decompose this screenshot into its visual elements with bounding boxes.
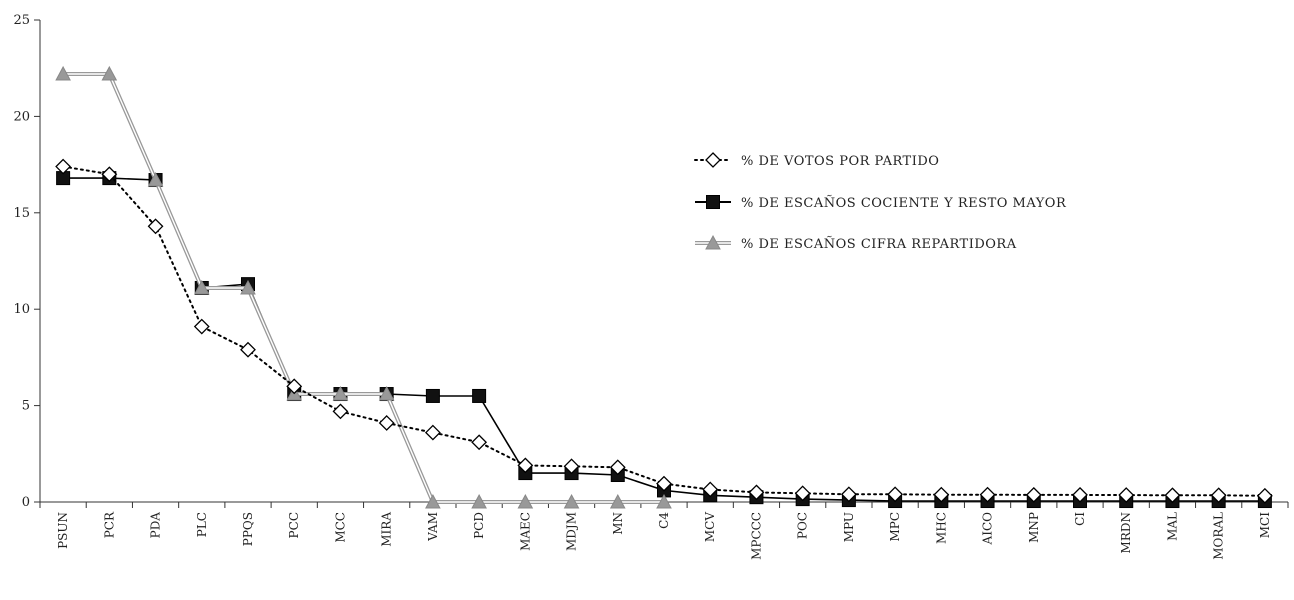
- data-point-triangle: [656, 493, 672, 509]
- data-point-diamond: [1164, 487, 1181, 504]
- x-tick-label: MDJM: [565, 512, 579, 551]
- x-tick-label: MCV: [703, 512, 717, 542]
- data-point-diamond: [101, 166, 118, 183]
- data-point-diamond: [471, 434, 488, 451]
- data-point-diamond: [193, 318, 210, 335]
- x-tick-label: PLC: [195, 512, 209, 537]
- series-line-diamond: [62, 165, 1266, 497]
- legend-label: % DE ESCAÑOS CIFRA REPARTIDORA: [741, 236, 1017, 252]
- x-tick-label: C4: [657, 512, 671, 529]
- x-tick-label: MAEC: [518, 512, 532, 551]
- y-tick-label: 10: [13, 302, 30, 317]
- series-triangle: [55, 65, 672, 509]
- data-point-diamond: [424, 424, 441, 441]
- x-tick-label: VAM: [426, 512, 440, 542]
- series-square: [56, 171, 1272, 509]
- data-point-diamond: [609, 459, 626, 476]
- data-point-diamond: [933, 486, 950, 503]
- data-point-triangle: [101, 65, 118, 81]
- x-tick-label: MHC: [934, 512, 948, 544]
- series-diamond: [55, 158, 1273, 504]
- data-point-triangle: [240, 279, 256, 295]
- data-point-diamond: [979, 486, 996, 503]
- data-point-triangle: [563, 493, 580, 509]
- data-point-diamond: [656, 475, 672, 492]
- legend-label: % DE ESCAÑOS COCIENTE Y RESTO MAYOR: [741, 195, 1067, 211]
- data-point-square: [425, 388, 440, 403]
- data-point-diamond: [563, 458, 580, 475]
- x-tick-label: PCC: [287, 512, 301, 538]
- data-point-diamond: [240, 341, 256, 358]
- x-tick-label: PSUN: [56, 512, 70, 549]
- x-tick-label: MPC: [888, 512, 902, 542]
- x-tick-label: MAL: [1165, 512, 1179, 541]
- legend-label: % DE VOTOS POR PARTIDO: [741, 154, 939, 169]
- chart-series: [55, 65, 1273, 509]
- x-tick-label: MPU: [842, 512, 856, 542]
- y-tick-label: 0: [22, 495, 30, 510]
- data-point-triangle: [193, 279, 210, 295]
- data-point-diamond: [286, 378, 303, 395]
- x-tick-label: MORAL: [1212, 512, 1226, 560]
- x-tick-label: PCR: [102, 511, 116, 538]
- series-line-triangle-inner: [63, 73, 664, 503]
- data-point-square: [472, 388, 487, 403]
- legend-marker: [705, 152, 721, 168]
- x-tick-label: PCD: [472, 512, 486, 539]
- data-point-triangle: [147, 171, 164, 187]
- x-tick-label: MN: [611, 512, 625, 535]
- data-point-diamond: [1118, 487, 1135, 503]
- x-tick-label: MIRA: [380, 512, 394, 547]
- y-tick-label: 5: [22, 399, 30, 414]
- legend-item-square: % DE ESCAÑOS COCIENTE Y RESTO MAYOR: [695, 195, 1067, 211]
- x-tick-label: MNP: [1027, 512, 1041, 543]
- x-tick-label: PDA: [149, 512, 163, 539]
- data-point-diamond: [702, 481, 719, 498]
- data-point-diamond: [332, 403, 349, 420]
- x-tick-label: MCI: [1258, 512, 1272, 538]
- data-point-triangle: [517, 493, 534, 509]
- y-tick-label: 15: [13, 206, 30, 221]
- y-tick-label: 20: [13, 109, 30, 124]
- x-tick-label: MPCCC: [749, 512, 763, 560]
- legend-item-diamond: % DE VOTOS POR PARTIDO: [694, 152, 939, 169]
- data-point-diamond: [794, 485, 811, 502]
- x-tick-label: AICO: [981, 512, 995, 546]
- chart-legend: % DE VOTOS POR PARTIDO % DE ESCAÑOS COCIE…: [694, 152, 1067, 252]
- data-point-diamond: [1072, 486, 1088, 503]
- legend-item-triangle: % DE ESCAÑOS CIFRA REPARTIDORA: [695, 234, 1017, 252]
- data-point-diamond: [840, 486, 857, 503]
- data-point-triangle: [378, 385, 395, 401]
- x-tick-label: POC: [796, 512, 810, 539]
- y-tick-label: 25: [13, 13, 30, 28]
- series-line-triangle: [63, 72, 664, 504]
- data-point-diamond: [1210, 487, 1227, 504]
- data-point-diamond: [887, 486, 904, 503]
- data-point-diamond: [1256, 487, 1273, 504]
- x-tick-label: MRDN: [1119, 512, 1133, 553]
- data-point-triangle: [471, 493, 487, 509]
- x-tick-label: MCC: [333, 512, 347, 543]
- x-tick-label: PPQS: [241, 512, 255, 546]
- x-tick-label: CI: [1073, 512, 1087, 526]
- series-line-square: [63, 177, 1265, 502]
- data-point-diamond: [517, 457, 534, 474]
- data-point-triangle: [609, 493, 626, 509]
- legend-marker: [705, 234, 721, 250]
- data-point-triangle: [55, 65, 71, 81]
- data-point-diamond: [147, 218, 164, 235]
- data-point-diamond: [55, 158, 72, 175]
- data-point-diamond: [748, 484, 765, 501]
- data-point-diamond: [378, 415, 395, 431]
- data-point-triangle: [332, 385, 349, 401]
- chart-axes: 0 5 10 15 20 25 PSUN PCR PDA PLC PPQS PCC MCC MIRA VAM…: [13, 13, 1289, 560]
- legend-marker: [706, 195, 720, 209]
- data-point-triangle: [425, 493, 441, 509]
- data-point-diamond: [1025, 486, 1042, 503]
